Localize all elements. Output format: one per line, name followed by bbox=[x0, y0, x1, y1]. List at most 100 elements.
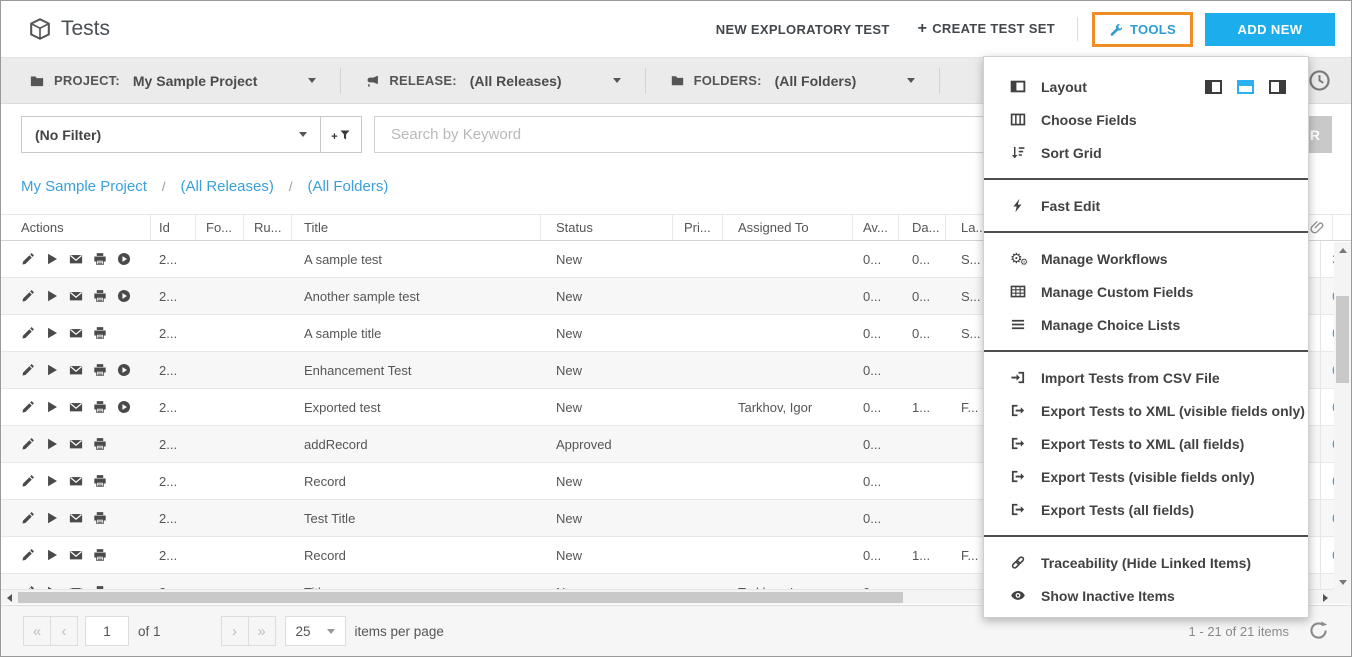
run-icon[interactable] bbox=[45, 437, 59, 451]
breadcrumb-release-link[interactable]: (All Releases) bbox=[180, 178, 274, 195]
print-icon[interactable] bbox=[93, 363, 107, 377]
layout-top-panel-icon-active[interactable] bbox=[1237, 79, 1254, 94]
run-icon[interactable] bbox=[45, 400, 59, 414]
horizontal-scroll-thumb[interactable] bbox=[18, 592, 903, 603]
edit-icon[interactable] bbox=[21, 474, 35, 488]
print-icon[interactable] bbox=[93, 252, 107, 266]
menu-item-export-all[interactable]: Export Tests (all fields) bbox=[984, 493, 1308, 526]
menu-item-sort-grid[interactable]: Sort Grid bbox=[984, 136, 1308, 169]
menu-item-manage-workflows[interactable]: ⚙ ⚙ Manage Workflows bbox=[1010, 250, 1168, 268]
run-icon[interactable] bbox=[45, 548, 59, 562]
run-history-icon[interactable] bbox=[117, 289, 131, 303]
run-icon[interactable] bbox=[45, 252, 59, 266]
release-filter[interactable]: RELEASE: (All Releases) bbox=[365, 67, 646, 94]
edit-icon[interactable] bbox=[21, 326, 35, 340]
email-icon[interactable] bbox=[69, 400, 83, 414]
column-header-folder[interactable]: Fo... bbox=[196, 215, 244, 240]
edit-icon[interactable] bbox=[21, 289, 35, 303]
email-icon[interactable] bbox=[69, 363, 83, 377]
page-number-input[interactable] bbox=[85, 616, 129, 646]
run-icon[interactable] bbox=[45, 363, 59, 377]
column-header-assigned-to[interactable]: Assigned To bbox=[723, 215, 853, 240]
print-icon[interactable] bbox=[93, 437, 107, 451]
menu-item-import-tests-csv[interactable]: Import Tests from CSV File bbox=[984, 361, 1308, 394]
email-icon[interactable] bbox=[69, 437, 83, 451]
run-history-icon[interactable] bbox=[117, 252, 131, 266]
last-page-button[interactable]: » bbox=[247, 616, 276, 646]
run-icon[interactable] bbox=[45, 511, 59, 525]
layout-left-panel-icon[interactable] bbox=[1205, 79, 1222, 94]
cell-priority bbox=[673, 278, 723, 314]
edit-icon[interactable] bbox=[21, 437, 35, 451]
column-header-actions[interactable]: Actions bbox=[1, 215, 151, 240]
add-filter-button[interactable]: + bbox=[320, 116, 362, 153]
menu-item-export-xml-visible[interactable]: Export Tests to XML (visible fields only… bbox=[984, 394, 1308, 427]
edit-icon[interactable] bbox=[21, 252, 35, 266]
run-history-icon[interactable] bbox=[117, 400, 131, 414]
history-clock-icon[interactable] bbox=[1308, 69, 1331, 97]
scroll-right-arrow[interactable] bbox=[1317, 590, 1333, 605]
project-filter[interactable]: PROJECT: My Sample Project bbox=[29, 67, 342, 94]
layout-right-panel-icon[interactable] bbox=[1269, 79, 1286, 94]
edit-icon[interactable] bbox=[21, 400, 35, 414]
menu-item-layout[interactable]: Layout bbox=[984, 70, 1308, 103]
breadcrumb-project-link[interactable]: My Sample Project bbox=[21, 178, 147, 195]
print-icon[interactable] bbox=[93, 548, 107, 562]
chevron-down-icon bbox=[308, 78, 317, 83]
column-header-title[interactable]: Title bbox=[292, 215, 541, 240]
first-page-button[interactable]: « bbox=[23, 616, 51, 646]
print-icon[interactable] bbox=[93, 326, 107, 340]
run-icon[interactable] bbox=[45, 326, 59, 340]
folders-filter[interactable]: FOLDERS: (All Folders) bbox=[670, 67, 941, 94]
email-icon[interactable] bbox=[69, 326, 83, 340]
edit-icon[interactable] bbox=[21, 511, 35, 525]
menu-item-export-xml-all[interactable]: Export Tests to XML (all fields) bbox=[984, 427, 1308, 460]
column-header-priority[interactable]: Pri... bbox=[673, 215, 723, 240]
print-icon[interactable] bbox=[93, 474, 107, 488]
column-header-av[interactable]: Av... bbox=[853, 215, 899, 240]
menu-item-fast-edit[interactable]: Fast Edit bbox=[984, 189, 1308, 222]
column-header-da[interactable]: Da... bbox=[899, 215, 946, 240]
run-icon[interactable] bbox=[45, 289, 59, 303]
row-actions bbox=[1, 278, 151, 314]
edit-icon[interactable] bbox=[21, 363, 35, 377]
refresh-icon[interactable] bbox=[1308, 620, 1329, 644]
email-icon[interactable] bbox=[69, 474, 83, 488]
cell-priority bbox=[673, 389, 723, 425]
scroll-up-arrow[interactable] bbox=[1334, 242, 1351, 259]
print-icon[interactable] bbox=[93, 511, 107, 525]
menu-item-show-inactive[interactable]: Show Inactive Items bbox=[984, 579, 1308, 612]
email-icon[interactable] bbox=[69, 252, 83, 266]
menu-item-export-visible[interactable]: Export Tests (visible fields only) bbox=[984, 460, 1308, 493]
saved-filter-dropdown[interactable]: (No Filter) bbox=[21, 116, 321, 153]
cell-title: addRecord bbox=[304, 436, 368, 452]
breadcrumb-folders-link[interactable]: (All Folders) bbox=[307, 178, 389, 195]
column-header-status[interactable]: Status bbox=[541, 215, 673, 240]
menu-item-manage-choice-lists[interactable]: Manage Choice Lists bbox=[984, 308, 1308, 341]
run-icon[interactable] bbox=[45, 474, 59, 488]
scroll-down-arrow[interactable] bbox=[1334, 574, 1351, 591]
chevron-down-icon bbox=[907, 78, 916, 83]
print-icon[interactable] bbox=[93, 289, 107, 303]
new-exploratory-test-button[interactable]: NEW EXPLORATORY TEST bbox=[715, 21, 890, 37]
column-header-run[interactable]: Ru... bbox=[244, 215, 292, 240]
menu-item-manage-custom-fields[interactable]: Manage Custom Fields bbox=[984, 275, 1308, 308]
edit-icon[interactable] bbox=[21, 548, 35, 562]
page-size-dropdown[interactable]: 25 bbox=[284, 616, 346, 646]
email-icon[interactable] bbox=[69, 548, 83, 562]
column-header-id[interactable]: Id bbox=[151, 215, 196, 240]
next-page-button[interactable]: › bbox=[220, 616, 249, 646]
print-icon[interactable] bbox=[93, 400, 107, 414]
tools-button[interactable]: TOOLS bbox=[1091, 11, 1193, 47]
email-icon[interactable] bbox=[69, 511, 83, 525]
scroll-left-arrow[interactable] bbox=[1, 590, 17, 605]
add-new-button[interactable]: ADD NEW bbox=[1205, 12, 1335, 46]
previous-page-button[interactable]: ‹ bbox=[50, 616, 78, 646]
menu-item-traceability[interactable]: Traceability (Hide Linked Items) bbox=[984, 546, 1308, 579]
vertical-scrollbar[interactable] bbox=[1334, 242, 1351, 591]
email-icon[interactable] bbox=[69, 289, 83, 303]
menu-item-choose-fields[interactable]: Choose Fields bbox=[984, 103, 1308, 136]
run-history-icon[interactable] bbox=[117, 363, 131, 377]
vertical-scroll-thumb[interactable] bbox=[1336, 296, 1349, 383]
create-test-set-button[interactable]: + CREATE TEST SET bbox=[917, 20, 1055, 37]
